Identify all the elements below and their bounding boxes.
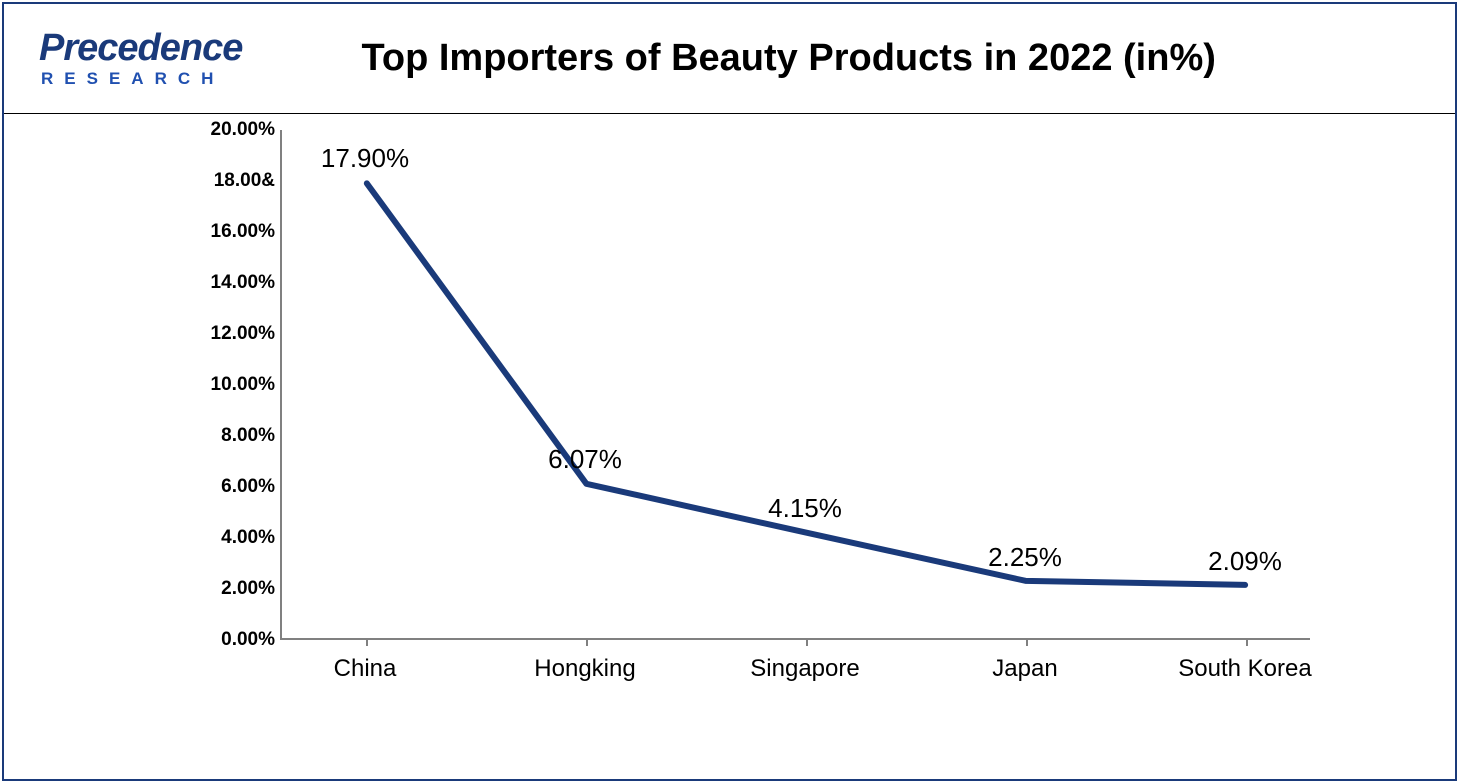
y-axis-label: 10.00% [180,374,275,396]
data-point-label: 2.25% [988,542,1062,573]
data-point-label: 17.90% [321,143,409,174]
y-axis-label: 4.00% [180,527,275,549]
x-axis-tick [1246,638,1248,646]
logo-sub-text: RESEARCH [41,69,224,89]
x-axis-label: Singapore [750,655,859,683]
y-axis-label: 6.00% [180,476,275,498]
y-axis-label: 16.00% [180,221,275,243]
y-axis-label: 0.00% [180,629,275,651]
x-axis-label: Japan [992,655,1057,683]
data-point-label: 4.15% [768,493,842,524]
y-axis-label: 14.00% [180,272,275,294]
chart-area: 0.00% 2.00% 4.00% 6.00% 8.00% 10.00% 12.00% 14.… [180,130,1310,700]
x-axis-tick [1026,638,1028,646]
x-axis-label: China [334,655,397,683]
y-axis-label: 8.00% [180,425,275,447]
x-axis-tick [366,638,368,646]
x-axis-tick [586,638,588,646]
x-axis-label: Hongking [534,655,635,683]
data-point-label: 6.07% [548,444,622,475]
data-point-label: 2.09% [1208,546,1282,577]
plot-region [280,130,1310,640]
line-chart-svg [282,130,1310,638]
y-axis-label: 12.00% [180,323,275,345]
x-axis-tick [806,638,808,646]
y-axis-label: 20.00% [180,119,275,141]
chart-title: Top Importers of Beauty Products in 2022… [242,37,1455,80]
header-region: Precedence RESEARCH Top Importers of Bea… [4,4,1455,114]
precedence-logo: Precedence RESEARCH [39,29,242,89]
logo-main-text: Precedence [39,29,242,67]
x-axis-label: South Korea [1178,655,1311,683]
y-axis-label: 18.00& [180,170,275,192]
y-axis-label: 2.00% [180,578,275,600]
